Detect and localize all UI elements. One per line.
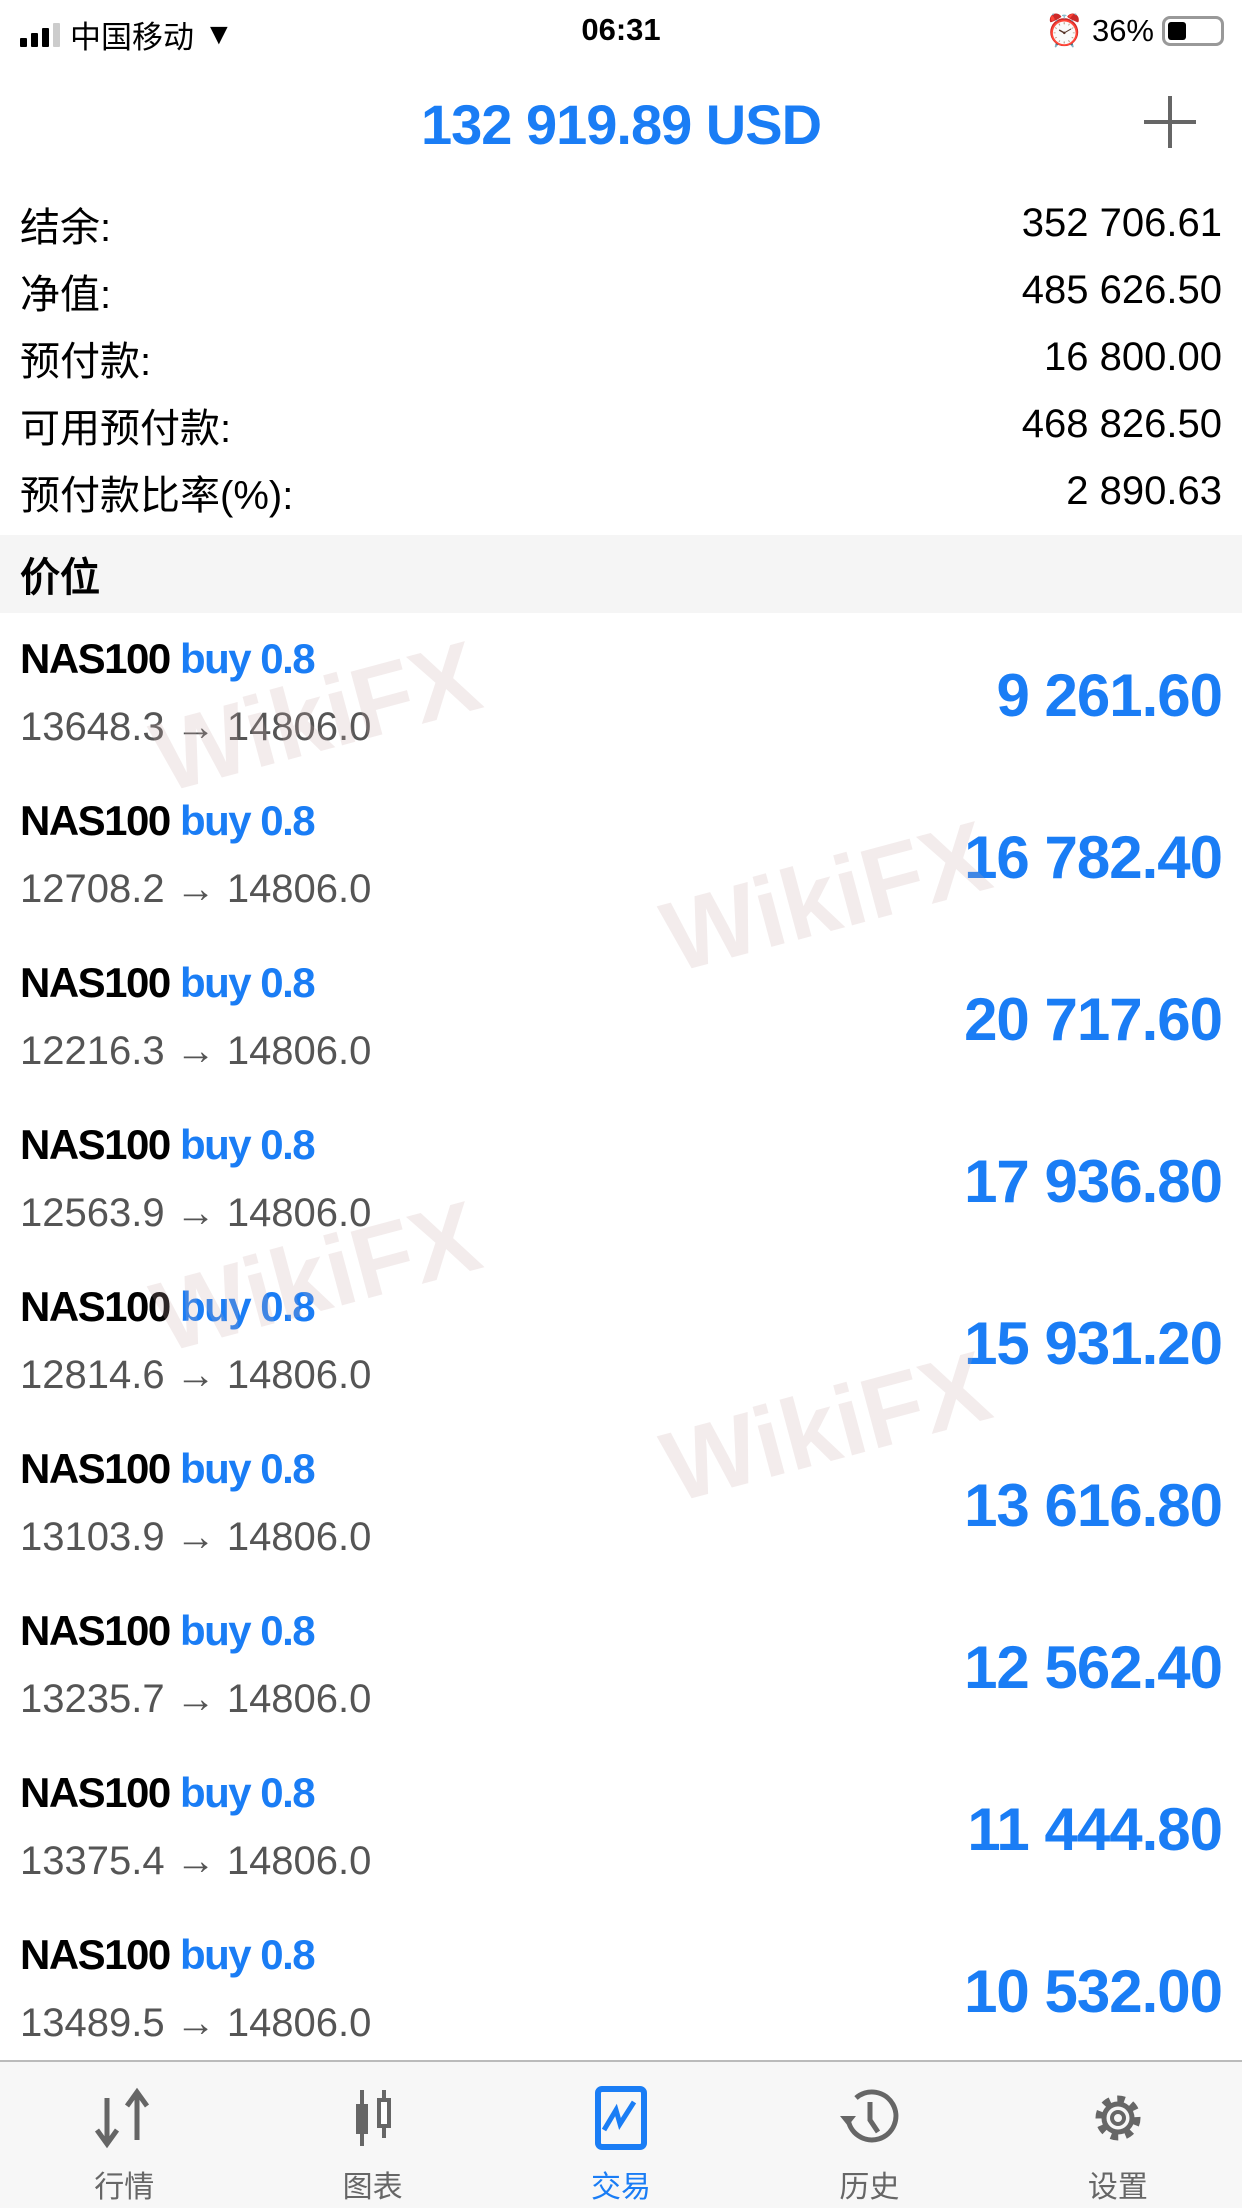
position-prices: 13235.7 → 14806.0 (20, 1677, 372, 1721)
position-row[interactable]: NAS100 buy 0.8 12563.9 → 14806.0 17 936.… (0, 1099, 1242, 1261)
position-prices: 12216.3 → 14806.0 (20, 1029, 372, 1073)
header: 132 919.89 USD (0, 62, 1242, 190)
position-side-volume: buy 0.8 (179, 797, 316, 844)
value: 468 826.50 (1021, 402, 1222, 446)
account-summary: 结余: 352 706.61 净值: 485 626.50 预付款: 16 800.0… (0, 190, 1242, 525)
position-symbol: NAS100 (20, 1607, 171, 1654)
position-side-volume: buy 0.8 (179, 1931, 316, 1978)
position-row[interactable]: NAS100 buy 0.8 12814.6 → 14806.0 15 931.… (0, 1261, 1242, 1423)
value: 16 800.00 (1044, 335, 1222, 379)
position-symbol: NAS100 (20, 635, 171, 682)
position-title: NAS100 buy 0.8 (20, 635, 316, 683)
position-symbol: NAS100 (20, 1445, 171, 1492)
position-side-volume: buy 0.8 (179, 959, 316, 1006)
position-profit: 17 936.80 (964, 1148, 1223, 1215)
position-row[interactable]: NAS100 buy 0.8 13235.7 → 14806.0 12 562.… (0, 1585, 1242, 1747)
candlestick-icon (355, 2090, 391, 2146)
plus-icon[interactable] (1140, 92, 1200, 152)
label: 可用预付款: (20, 406, 232, 451)
alarm-icon: ⏰ (1045, 13, 1084, 48)
tab-history[interactable]: 历史 (745, 2062, 993, 2208)
summary-row-balance: 结余: 352 706.61 (20, 190, 1222, 257)
position-side-volume: buy 0.8 (179, 1283, 316, 1330)
tab-label: 行情 (94, 2171, 155, 2204)
account-profit-title: 132 919.89 USD (420, 93, 822, 156)
position-symbol: NAS100 (20, 1121, 171, 1168)
battery-percent: 36% (1091, 12, 1154, 48)
position-symbol: NAS100 (20, 1931, 171, 1978)
quotes-arrows-icon (95, 2087, 150, 2149)
position-profit: 13 616.80 (964, 1472, 1223, 1539)
summary-row-free-margin: 可用预付款: 468 826.50 (20, 391, 1222, 458)
tab-label: 历史 (839, 2171, 900, 2204)
position-prices: 13648.3 → 14806.0 (20, 705, 372, 749)
gear-icon (1095, 2095, 1141, 2141)
section-header-positions: 价位 (0, 535, 1242, 613)
label: 预付款比率(%): (20, 473, 294, 518)
tab-quotes[interactable]: 行情 (0, 2062, 248, 2208)
position-side-volume: buy 0.8 (179, 1445, 316, 1492)
positions-list: NAS100 buy 0.8 13648.3 → 14806.0 9 261.6… (0, 613, 1242, 2071)
position-row[interactable]: NAS100 buy 0.8 13375.4 → 14806.0 11 444.… (0, 1747, 1242, 1909)
position-side-volume: buy 0.8 (179, 635, 316, 682)
position-title: NAS100 buy 0.8 (20, 1121, 316, 1169)
position-profit: 10 532.00 (964, 1958, 1223, 2025)
tab-label: 设置 (1087, 2171, 1148, 2204)
trade-chart-icon (595, 2086, 648, 2150)
signal-icon (20, 22, 60, 47)
position-row[interactable]: NAS100 buy 0.8 13489.5 → 14806.0 10 532.… (0, 1909, 1242, 2071)
position-side-volume: buy 0.8 (179, 1607, 316, 1654)
battery-icon (1162, 15, 1224, 46)
position-side-volume: buy 0.8 (179, 1121, 316, 1168)
position-profit: 16 782.40 (964, 824, 1223, 891)
position-profit: 12 562.40 (964, 1634, 1223, 1701)
position-title: NAS100 buy 0.8 (20, 797, 316, 845)
position-title: NAS100 buy 0.8 (20, 1769, 316, 1817)
position-row[interactable]: NAS100 buy 0.8 12708.2 → 14806.0 16 782.… (0, 775, 1242, 937)
tab-bar: 行情 图表 交易 历史 设置 (0, 2060, 1242, 2208)
value: 352 706.61 (1021, 201, 1222, 245)
label: 预付款: (20, 339, 152, 384)
label: 净值: (20, 272, 112, 317)
value: 485 626.50 (1021, 268, 1222, 312)
position-prices: 12708.2 → 14806.0 (20, 867, 372, 911)
status-bar: 中国移动 ▼ 06:31 ⏰ 36% (0, 0, 1242, 62)
position-row[interactable]: NAS100 buy 0.8 13648.3 → 14806.0 9 261.6… (0, 613, 1242, 775)
position-title: NAS100 buy 0.8 (20, 1607, 316, 1655)
label: 结余: (20, 205, 112, 250)
position-prices: 12563.9 → 14806.0 (20, 1191, 372, 1235)
position-side-volume: buy 0.8 (179, 1769, 316, 1816)
position-symbol: NAS100 (20, 1769, 171, 1816)
history-clock-icon (840, 2089, 899, 2143)
position-symbol: NAS100 (20, 959, 171, 1006)
position-row[interactable]: NAS100 buy 0.8 12216.3 → 14806.0 20 717.… (0, 937, 1242, 1099)
summary-row-margin-level: 预付款比率(%): 2 890.63 (20, 458, 1222, 525)
position-profit: 9 261.60 (996, 662, 1223, 729)
position-profit: 20 717.60 (964, 986, 1223, 1053)
position-title: NAS100 buy 0.8 (20, 1931, 316, 1979)
position-title: NAS100 buy 0.8 (20, 959, 316, 1007)
position-row[interactable]: NAS100 buy 0.8 13103.9 → 14806.0 13 616.… (0, 1423, 1242, 1585)
tab-label: 交易 (591, 2171, 652, 2204)
position-title: NAS100 buy 0.8 (20, 1445, 316, 1493)
position-prices: 13489.5 → 14806.0 (20, 2001, 372, 2045)
position-prices: 12814.6 → 14806.0 (20, 1353, 372, 1397)
carrier: 中国移动 (70, 20, 194, 55)
summary-row-margin: 预付款: 16 800.00 (20, 324, 1222, 391)
position-prices: 13103.9 → 14806.0 (20, 1515, 372, 1559)
wifi-icon: ▼ (204, 17, 234, 51)
tab-trade[interactable]: 交易 (497, 2062, 745, 2208)
position-title: NAS100 buy 0.8 (20, 1283, 316, 1331)
value: 2 890.63 (1066, 469, 1222, 513)
clock: 06:31 (581, 12, 661, 47)
position-symbol: NAS100 (20, 1283, 171, 1330)
tab-label: 图表 (342, 2171, 403, 2204)
summary-row-equity: 净值: 485 626.50 (20, 257, 1222, 324)
position-profit: 15 931.20 (964, 1310, 1223, 1377)
position-profit: 11 444.80 (967, 1796, 1223, 1863)
position-prices: 13375.4 → 14806.0 (20, 1839, 372, 1883)
position-symbol: NAS100 (20, 797, 171, 844)
tab-chart[interactable]: 图表 (248, 2062, 496, 2208)
tab-settings[interactable]: 设置 (994, 2062, 1242, 2208)
